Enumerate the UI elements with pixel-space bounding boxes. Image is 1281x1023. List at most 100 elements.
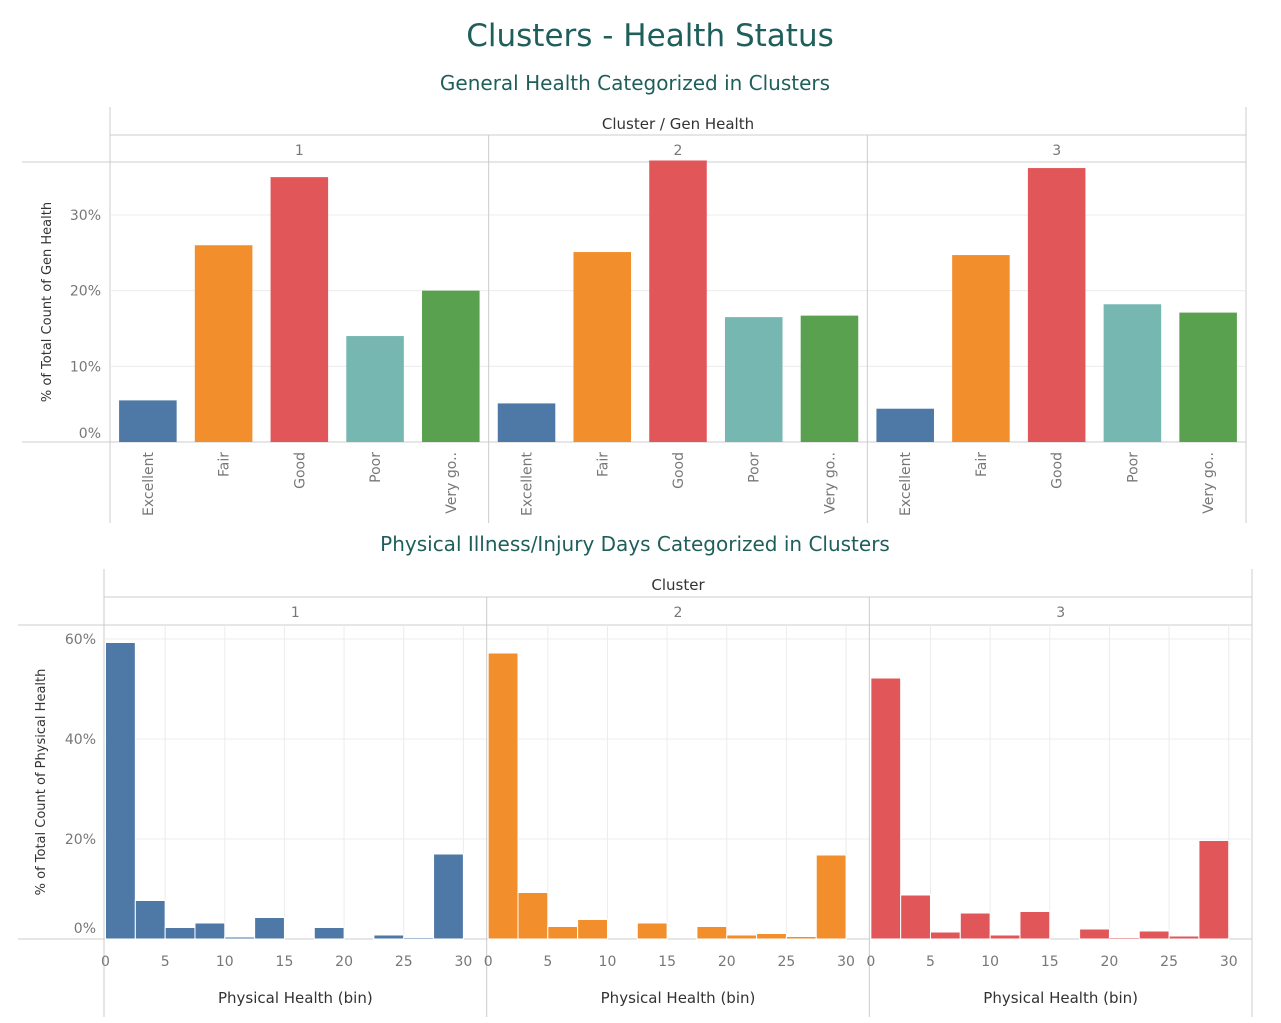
y-tick-label: 10% [70,359,101,375]
panel-label: 3 [1056,605,1065,621]
category-label: Fair [974,452,990,477]
histogram-bar [870,677,902,940]
histogram-bar [1079,928,1110,940]
bar [876,408,934,442]
histogram-bar [1019,911,1051,940]
category-label: Very go.. [822,452,838,514]
histogram-bar [1108,937,1140,940]
panel-label: 3 [1052,143,1061,159]
category-label: Very go.. [1201,452,1217,514]
panel-label: 1 [295,143,304,159]
x-tick-label: 15 [276,954,294,970]
category-label: Excellent [141,451,157,515]
histogram-bar [989,934,1021,940]
bar [497,403,556,442]
bar [952,255,1010,442]
y-tick-label: 60% [65,632,96,648]
bar [1179,312,1237,442]
category-label: Excellent [898,451,914,515]
category-label: Very go.. [444,452,460,514]
histogram-bar [164,927,196,940]
histogram-bar [1138,930,1170,940]
x-tick-label: 20 [335,954,353,970]
x-tick-label: 10 [981,954,999,970]
bar [1103,304,1162,442]
histogram-bar [756,933,787,940]
histogram-bar [696,926,728,940]
histogram-bar [815,854,847,940]
category-label: Fair [595,452,611,477]
histogram-bar [959,912,991,940]
y-axis-label: % of Total Count of Physical Health [34,669,49,896]
panel-label: 2 [674,605,683,621]
x-tick-label: 10 [599,954,617,970]
x-tick-label: 0 [484,954,493,970]
histogram-bar [636,922,668,940]
x-axis-label: Physical Health (bin) [601,989,756,1007]
category-label: Poor [368,452,384,483]
category-label: Good [1050,452,1066,489]
histogram-bar [313,927,345,940]
x-tick-label: 30 [454,954,472,970]
y-tick-label: 20% [70,284,101,300]
bar [649,160,707,442]
histogram-bar [134,900,166,940]
x-tick-label: 15 [1041,954,1059,970]
histogram-bar [547,926,579,940]
category-label: Fair [217,452,233,477]
category-label: Poor [747,452,763,483]
histogram-bar [929,931,961,940]
panel-label: 1 [291,605,300,621]
y-tick-label: 0% [74,921,96,937]
histogram-bar [224,936,256,940]
histogram-bar [785,936,817,940]
histogram-bar [1198,840,1230,940]
y-tick-label: 20% [65,832,96,848]
x-tick-label: 10 [216,954,234,970]
y-tick-label: 40% [65,732,96,748]
x-tick-label: 15 [658,954,676,970]
bar [194,245,253,442]
histogram-bar [577,919,608,940]
histogram-bar [373,934,405,940]
x-tick-label: 5 [543,954,552,970]
x-tick-label: 0 [101,954,110,970]
y-tick-label: 0% [79,426,101,442]
column-header: Cluster [651,576,705,594]
histogram-bar [433,853,464,940]
category-label: Good [671,452,687,489]
bar [724,317,783,442]
category-label: Poor [1125,452,1141,483]
bar [573,252,632,442]
x-tick-label: 30 [837,954,855,970]
panel-label: 2 [674,143,683,159]
histogram-bar [487,652,519,940]
histogram-bar [1168,935,1200,940]
bar [422,290,480,442]
x-tick-label: 30 [1220,954,1238,970]
x-axis-label: Physical Health (bin) [218,989,373,1007]
x-tick-label: 20 [718,954,736,970]
histogram-bar [726,934,758,940]
physical-health-chart: Cluster 0% 20% 40% 60% % of Total Count of Ph… [18,569,1253,1017]
x-tick-label: 25 [1160,954,1178,970]
y-tick-label: 30% [70,208,101,224]
bar [346,336,404,442]
chart-2-title: Physical Illness/Injury Days Categorized… [380,532,890,556]
x-tick-label: 5 [926,954,935,970]
histogram-bar [517,892,549,940]
bar [270,177,329,442]
y-axis-label: % of Total Count of Gen Health [40,202,55,402]
dashboard-title: Clusters - Health Status [466,18,834,54]
histogram-bar [254,917,285,940]
histogram-bar [403,937,435,940]
histogram-bar [105,642,136,940]
gen-health-chart: Cluster / Gen Health 0% 10% 20% 30% % of Tota… [22,107,1247,523]
chart-1-title: General Health Categorized in Clusters [440,71,830,95]
bar [800,315,859,442]
x-tick-label: 20 [1101,954,1119,970]
histogram-bar [194,922,226,940]
x-tick-label: 0 [866,954,875,970]
